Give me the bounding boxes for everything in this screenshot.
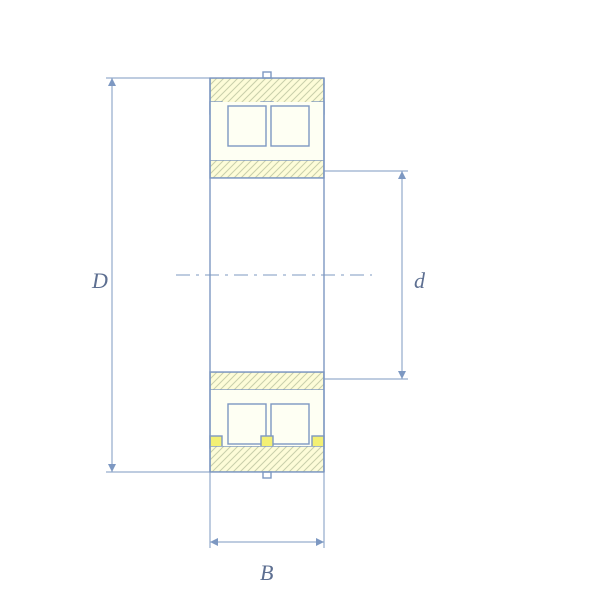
dimension-D-label: D — [92, 268, 108, 294]
dimension-d-label: d — [414, 268, 425, 294]
dimension-B-label: B — [260, 560, 273, 586]
bearing-cross-section-svg — [0, 0, 600, 600]
diagram-stage: D d B — [0, 0, 600, 600]
